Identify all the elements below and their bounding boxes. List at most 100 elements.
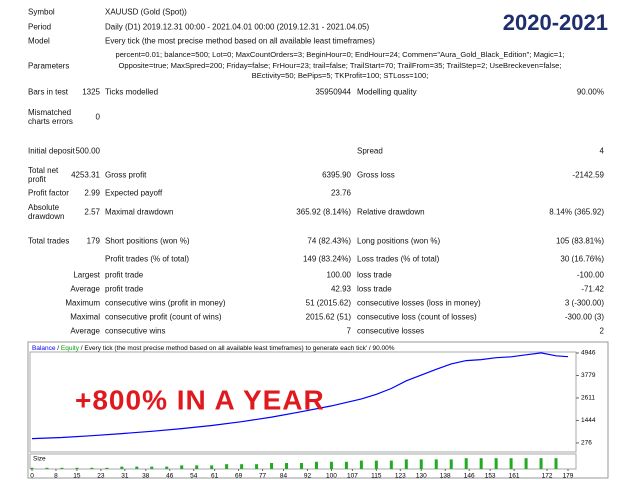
stat-value: 105 (83.81%) bbox=[555, 236, 604, 246]
stat-value: 8.14% (365.92) bbox=[549, 207, 604, 217]
stat-value: 0 bbox=[95, 112, 100, 122]
stat-label: Ticks modelled bbox=[105, 87, 159, 97]
size-label: Size bbox=[33, 456, 46, 463]
stat-value: 2 bbox=[599, 326, 604, 336]
info-value: Every tick (the most precise method base… bbox=[105, 36, 375, 46]
x-tick-label: 92 bbox=[304, 473, 312, 480]
stat-value: -71.42 bbox=[581, 284, 604, 294]
stat-value: 500.00 bbox=[75, 146, 100, 156]
size-bar bbox=[195, 465, 199, 469]
chart-header: Balance / Equity / Every tick (the most … bbox=[32, 345, 395, 352]
stat-label: loss trade bbox=[357, 284, 392, 294]
stat-label: consecutive losses bbox=[357, 326, 425, 336]
stat-value: 149 (83.24%) bbox=[302, 254, 351, 264]
size-bar bbox=[150, 466, 154, 469]
x-tick-label: 172 bbox=[542, 473, 553, 480]
size-bar bbox=[225, 464, 229, 469]
stat-label: consecutive loss (count of losses) bbox=[357, 312, 477, 322]
legend-separator: / bbox=[81, 345, 85, 352]
stat-label: Spread bbox=[357, 146, 383, 156]
size-bar bbox=[30, 467, 34, 469]
plot-frame bbox=[29, 351, 577, 453]
stat-label: Total net profit bbox=[28, 166, 59, 184]
size-bar bbox=[389, 460, 393, 469]
size-bar bbox=[165, 466, 169, 469]
stat-value: 1325 bbox=[82, 87, 100, 97]
y-tick-label: 4946 bbox=[581, 350, 596, 357]
stat-value: 6395.90 bbox=[322, 170, 351, 180]
size-bar bbox=[494, 458, 498, 469]
info-label: Parameters bbox=[28, 61, 70, 71]
x-tick-label: 15 bbox=[73, 473, 81, 480]
size-bar bbox=[255, 464, 259, 469]
size-bar bbox=[75, 467, 79, 469]
stat-label: Gross profit bbox=[105, 170, 147, 180]
y-tick-label: 2611 bbox=[581, 395, 595, 402]
stat-label: Loss trades (% of total) bbox=[357, 254, 440, 264]
x-tick-label: 61 bbox=[211, 473, 219, 480]
size-bar bbox=[554, 458, 558, 469]
stat-label: Absolute drawdown bbox=[28, 203, 65, 221]
x-tick-label: 123 bbox=[395, 473, 406, 480]
size-bar bbox=[329, 461, 333, 469]
stat-value: 2.99 bbox=[84, 188, 100, 198]
y-tick-label: 3779 bbox=[581, 372, 596, 379]
x-tick-label: 161 bbox=[509, 473, 520, 480]
x-tick-label: 69 bbox=[235, 473, 243, 480]
x-tick-label: 38 bbox=[142, 473, 150, 480]
stat-value: -100.00 bbox=[576, 270, 604, 280]
stat-label: Relative drawdown bbox=[357, 207, 425, 217]
stat-label: Modelling quality bbox=[357, 87, 417, 97]
x-tick-label: 146 bbox=[464, 473, 475, 480]
stat-value: 30 (16.76%) bbox=[560, 254, 604, 264]
size-bar bbox=[210, 465, 214, 469]
size-bar bbox=[419, 459, 423, 469]
stat-label: Mismatched charts errors bbox=[28, 108, 73, 126]
stat-label: Bars in test bbox=[28, 87, 69, 97]
stat-label: Profit factor bbox=[28, 188, 69, 198]
x-tick-label: 31 bbox=[121, 473, 129, 480]
stat-label: loss trade bbox=[357, 270, 392, 280]
stat-value: 90.00% bbox=[576, 87, 604, 97]
stat-label: Profit trades (% of total) bbox=[105, 254, 190, 264]
size-bar bbox=[45, 467, 49, 469]
stat-label: consecutive losses (loss in money) bbox=[357, 298, 481, 308]
stat-value: 100.00 bbox=[326, 270, 351, 280]
x-tick-label: 115 bbox=[371, 473, 382, 480]
stat-value: 2.57 bbox=[84, 207, 100, 217]
stat-value: 365.92 (8.14%) bbox=[296, 207, 351, 217]
stat-label: Total trades bbox=[28, 236, 70, 246]
size-bar bbox=[404, 459, 408, 469]
stat-label: consecutive wins (profit in money) bbox=[105, 298, 226, 308]
info-label: Model bbox=[28, 36, 50, 46]
stat-value: 7 bbox=[346, 326, 351, 336]
y-tick-label: 276 bbox=[581, 440, 592, 447]
stat-value: 4 bbox=[599, 146, 604, 156]
x-tick-label: 46 bbox=[166, 473, 174, 480]
stat-value: 74 (82.43%) bbox=[307, 236, 351, 246]
stat-label: Maximal drawdown bbox=[105, 207, 174, 217]
stat-label: Average bbox=[70, 284, 100, 294]
stat-label: Maximum bbox=[65, 298, 100, 308]
size-frame bbox=[29, 453, 577, 470]
size-bar bbox=[314, 461, 318, 469]
badge: 2020-2021 bbox=[503, 10, 608, 35]
x-tick-label: 23 bbox=[97, 473, 105, 480]
size-bar bbox=[374, 460, 378, 469]
size-bar bbox=[299, 463, 303, 469]
x-tick-label: 153 bbox=[485, 473, 496, 480]
x-tick-label: 100 bbox=[326, 473, 337, 480]
legend-balance: Balance bbox=[32, 345, 57, 352]
stat-value: 2015.62 (51) bbox=[305, 312, 351, 322]
stat-label: profit trade bbox=[105, 284, 144, 294]
stat-value: 23.76 bbox=[330, 188, 351, 198]
size-bar bbox=[344, 461, 348, 469]
stat-label: profit trade bbox=[105, 270, 144, 280]
balance-line bbox=[31, 352, 569, 440]
stat-value: 35950944 bbox=[315, 87, 351, 97]
info-label: Period bbox=[28, 22, 52, 32]
stat-value: 179 bbox=[86, 236, 100, 246]
size-bar bbox=[120, 466, 124, 469]
